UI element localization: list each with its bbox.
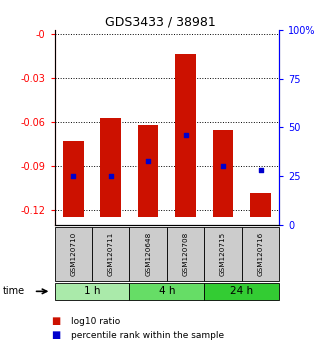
Point: [183, 132, 188, 138]
Point: [108, 173, 113, 179]
Bar: [250, 193, 271, 217]
Text: 1 h: 1 h: [84, 286, 100, 296]
Text: log10 ratio: log10 ratio: [71, 316, 120, 326]
Point: [71, 173, 76, 179]
Bar: [63, 141, 83, 217]
Text: GSM120716: GSM120716: [257, 232, 264, 276]
Text: 24 h: 24 h: [230, 286, 253, 296]
Bar: [213, 130, 233, 217]
Bar: [138, 125, 159, 217]
Text: GSM120711: GSM120711: [108, 232, 114, 276]
Bar: [175, 53, 196, 217]
Text: 4 h: 4 h: [159, 286, 175, 296]
Text: GSM120715: GSM120715: [220, 232, 226, 276]
Text: ■: ■: [51, 330, 61, 340]
Point: [146, 158, 151, 163]
Text: time: time: [3, 286, 25, 296]
Text: percentile rank within the sample: percentile rank within the sample: [71, 331, 224, 340]
Bar: [100, 118, 121, 217]
Text: GDS3433 / 38981: GDS3433 / 38981: [105, 16, 216, 29]
Point: [221, 164, 226, 169]
Text: ■: ■: [51, 316, 61, 326]
Text: GSM120708: GSM120708: [183, 232, 189, 276]
Text: GSM120648: GSM120648: [145, 232, 151, 276]
Point: [258, 167, 263, 173]
Text: GSM120710: GSM120710: [70, 232, 76, 276]
